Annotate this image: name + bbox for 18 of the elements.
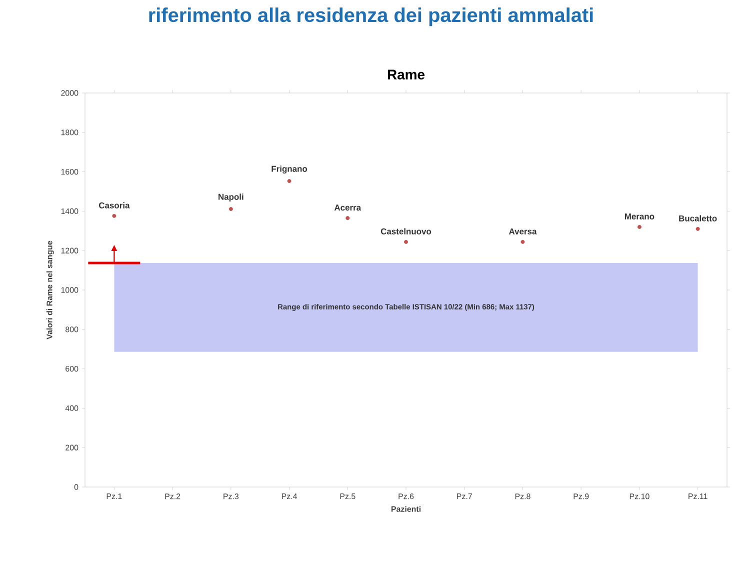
annotation: Napoli (218, 194, 244, 202)
point (112, 214, 116, 218)
annotation: Frignano (272, 166, 308, 174)
point (287, 179, 292, 184)
point (520, 240, 525, 244)
annotation: Bucaletto (679, 215, 717, 222)
annotation: Castelnuovo (380, 228, 432, 234)
point (346, 216, 350, 220)
point (228, 207, 233, 212)
text: riferimento alla residenza dei pazienti ammalati (149, 8, 593, 26)
annotation: Aversa (508, 228, 537, 234)
annotation: Merano (624, 214, 654, 220)
chart-title: Rame (388, 70, 425, 80)
point (696, 226, 700, 231)
point (637, 224, 642, 229)
annotation: Casoria (98, 202, 130, 208)
annotation: Acerra (334, 204, 362, 211)
point (404, 240, 408, 244)
